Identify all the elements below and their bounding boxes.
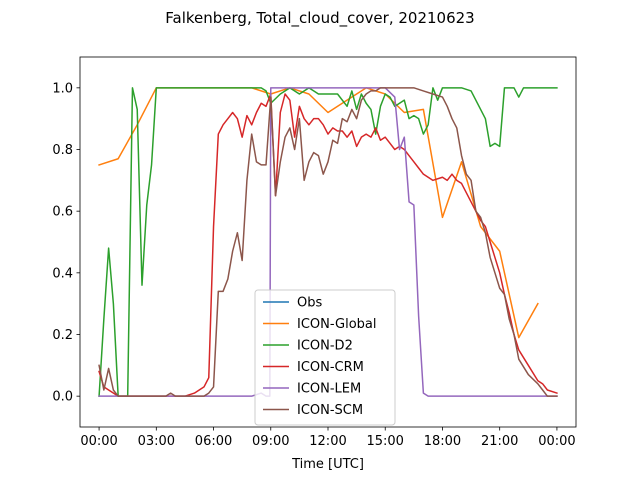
legend-box bbox=[254, 289, 396, 426]
x-tick-label: 12:00 bbox=[309, 434, 346, 449]
x-tick-label: 00:00 bbox=[538, 434, 575, 449]
legend-label: ICON-LEM bbox=[297, 382, 361, 397]
x-axis-label: Time [UTC] bbox=[291, 457, 364, 472]
x-tick-label: 15:00 bbox=[366, 434, 403, 449]
y-tick-label: 1.0 bbox=[52, 81, 73, 96]
chart-title: Falkenberg, Total_cloud_cover, 20210623 bbox=[165, 9, 474, 28]
legend-label: Obs bbox=[297, 296, 322, 311]
legend: Obs ICON-Global ICON-D2 ICON-CRM ICON-LEM ICO… bbox=[254, 289, 396, 426]
plot-area bbox=[98, 87, 558, 397]
x-tick-label: 00:00 bbox=[80, 434, 117, 449]
x-tick-label: 03:00 bbox=[138, 434, 175, 449]
series-group bbox=[98, 87, 558, 397]
x-tick-label: 06:00 bbox=[195, 434, 232, 449]
series-line-icon-d2 bbox=[98, 87, 558, 397]
series-line-icon-crm bbox=[98, 93, 558, 397]
y-tick-label: 0.0 bbox=[52, 390, 73, 405]
legend-label: ICON-D2 bbox=[297, 339, 353, 354]
y-tick-label: 0.2 bbox=[52, 328, 73, 343]
series-line-icon-scm bbox=[98, 87, 558, 397]
x-tick-label: 21:00 bbox=[481, 434, 518, 449]
x-tick-label: 09:00 bbox=[252, 434, 289, 449]
series-line-icon-lem bbox=[98, 87, 558, 397]
y-tick-label: 0.8 bbox=[52, 143, 73, 158]
legend-label: ICON-SCM bbox=[297, 403, 363, 418]
legend-label: ICON-CRM bbox=[297, 360, 364, 375]
legend-label: ICON-Global bbox=[297, 317, 377, 332]
axes: 00:00 03:00 06:00 09:00 12:00 15:00 18:00 21:00… bbox=[52, 56, 577, 449]
x-tick-label: 18:00 bbox=[424, 434, 461, 449]
y-tick-label: 0.4 bbox=[52, 266, 73, 281]
y-tick-label: 0.6 bbox=[52, 205, 73, 220]
